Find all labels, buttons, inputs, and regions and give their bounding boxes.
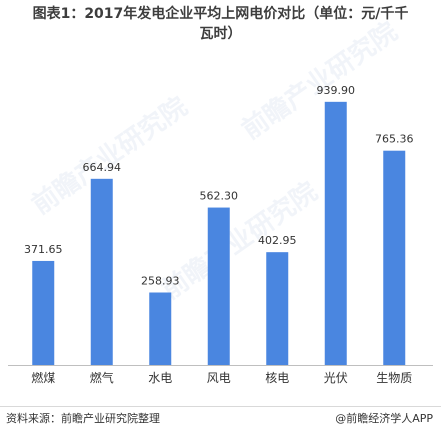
category-label-4: 风电	[207, 371, 231, 385]
category-label-5: 核电	[265, 371, 289, 385]
value-label-6: 939.90	[317, 84, 356, 97]
bar-7	[383, 150, 406, 365]
chart-title-line-1: 图表1：2017年发电企业平均上网电价对比（单位：元/千千	[32, 6, 409, 22]
value-label-7: 765.36	[375, 133, 414, 146]
bar-1	[32, 260, 55, 365]
bar-6	[324, 101, 347, 365]
category-label-3: 水电	[148, 371, 172, 385]
chart-title: 图表1：2017年发电企业平均上网电价对比（单位：元/千千 瓦时）	[0, 4, 441, 44]
bars-group	[32, 101, 406, 365]
bar-5	[266, 252, 289, 365]
category-labels-group: 燃煤 燃气 水电 风电 核电 光伏 生物质	[31, 370, 412, 385]
bar-4	[207, 207, 230, 365]
value-label-3: 258.93	[141, 274, 180, 287]
source-note: 资料来源：前瞻产业研究院整理	[6, 412, 160, 425]
credit-note: @前瞻经济学人APP	[335, 412, 433, 425]
footer: 资料来源：前瞻产业研究院整理 @前瞻经济学人APP	[0, 406, 441, 435]
watermark-text: 前瞻产业研究院	[156, 176, 323, 306]
category-label-6: 光伏	[324, 371, 348, 385]
value-label-4: 562.30	[200, 190, 239, 203]
bar-2	[90, 178, 113, 365]
value-label-1: 371.65	[24, 243, 63, 256]
category-label-7: 生物质	[376, 371, 412, 385]
bar-3	[149, 292, 172, 365]
value-labels-group: 371.65 664.94 258.93 562.30 402.95 939.90 765.…	[24, 84, 414, 288]
chart-title-line-2: 瓦时）	[199, 26, 242, 42]
value-label-2: 664.94	[83, 161, 122, 174]
watermark-text: 前瞻产业研究院	[236, 16, 403, 146]
category-label-1: 燃煤	[31, 370, 55, 385]
category-label-2: 燃气	[90, 370, 114, 385]
value-label-5: 402.95	[258, 234, 297, 247]
